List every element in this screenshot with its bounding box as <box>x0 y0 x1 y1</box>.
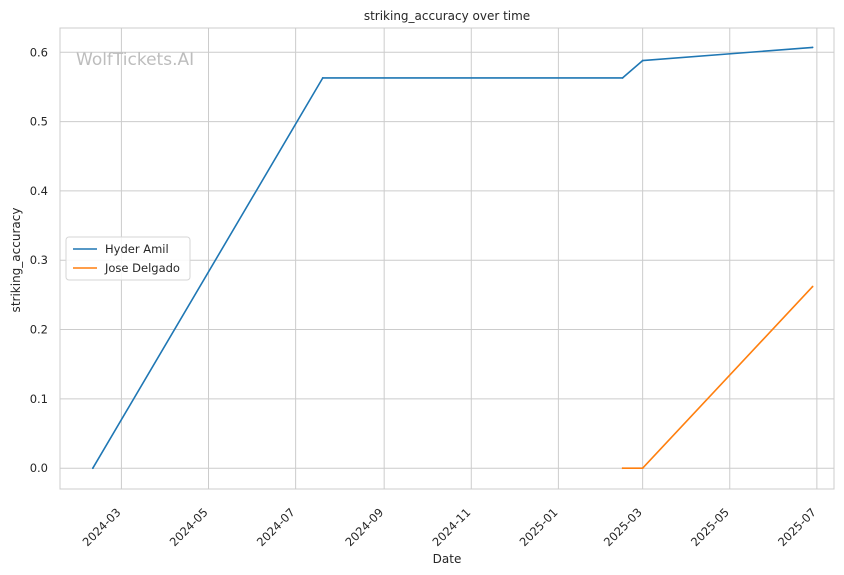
data-point-hyder-amil <box>321 77 324 79</box>
data-point-jose-delgado <box>811 285 814 288</box>
y-tick-label: 0.5 <box>30 115 48 129</box>
y-tick-label: 0.2 <box>30 323 48 337</box>
legend-label-jose-delgado: Jose Delgado <box>104 261 180 275</box>
y-tick-label: 0.4 <box>30 184 48 198</box>
series-group <box>91 46 814 470</box>
legend-label-hyder-amil: Hyder Amil <box>105 242 169 256</box>
legend: Hyder Amil Jose Delgado <box>65 236 191 281</box>
data-point-hyder-amil <box>641 59 644 62</box>
chart-title: striking_accuracy over time <box>364 9 530 23</box>
grid <box>60 28 834 489</box>
plot-frame <box>59 27 835 490</box>
y-tick-label: 0.6 <box>30 45 48 59</box>
y-tick-label: 0.0 <box>30 461 48 475</box>
watermark: WolfTickets.AI <box>76 50 194 70</box>
y-tick-labels: 0.0 0.1 0.2 0.3 0.4 0.5 0.6 <box>30 45 48 475</box>
data-point-jose-delgado <box>621 467 624 470</box>
data-point-jose-delgado <box>641 467 644 470</box>
data-point-hyder-amil <box>91 467 94 470</box>
data-point-hyder-amil <box>811 46 814 49</box>
x-axis-label: Date <box>433 552 462 566</box>
y-tick-label: 0.3 <box>30 253 48 267</box>
legend-box <box>65 236 191 281</box>
y-axis-label: striking_accuracy <box>9 208 23 313</box>
data-point-hyder-amil <box>621 77 624 79</box>
y-tick-label: 0.1 <box>30 392 48 406</box>
